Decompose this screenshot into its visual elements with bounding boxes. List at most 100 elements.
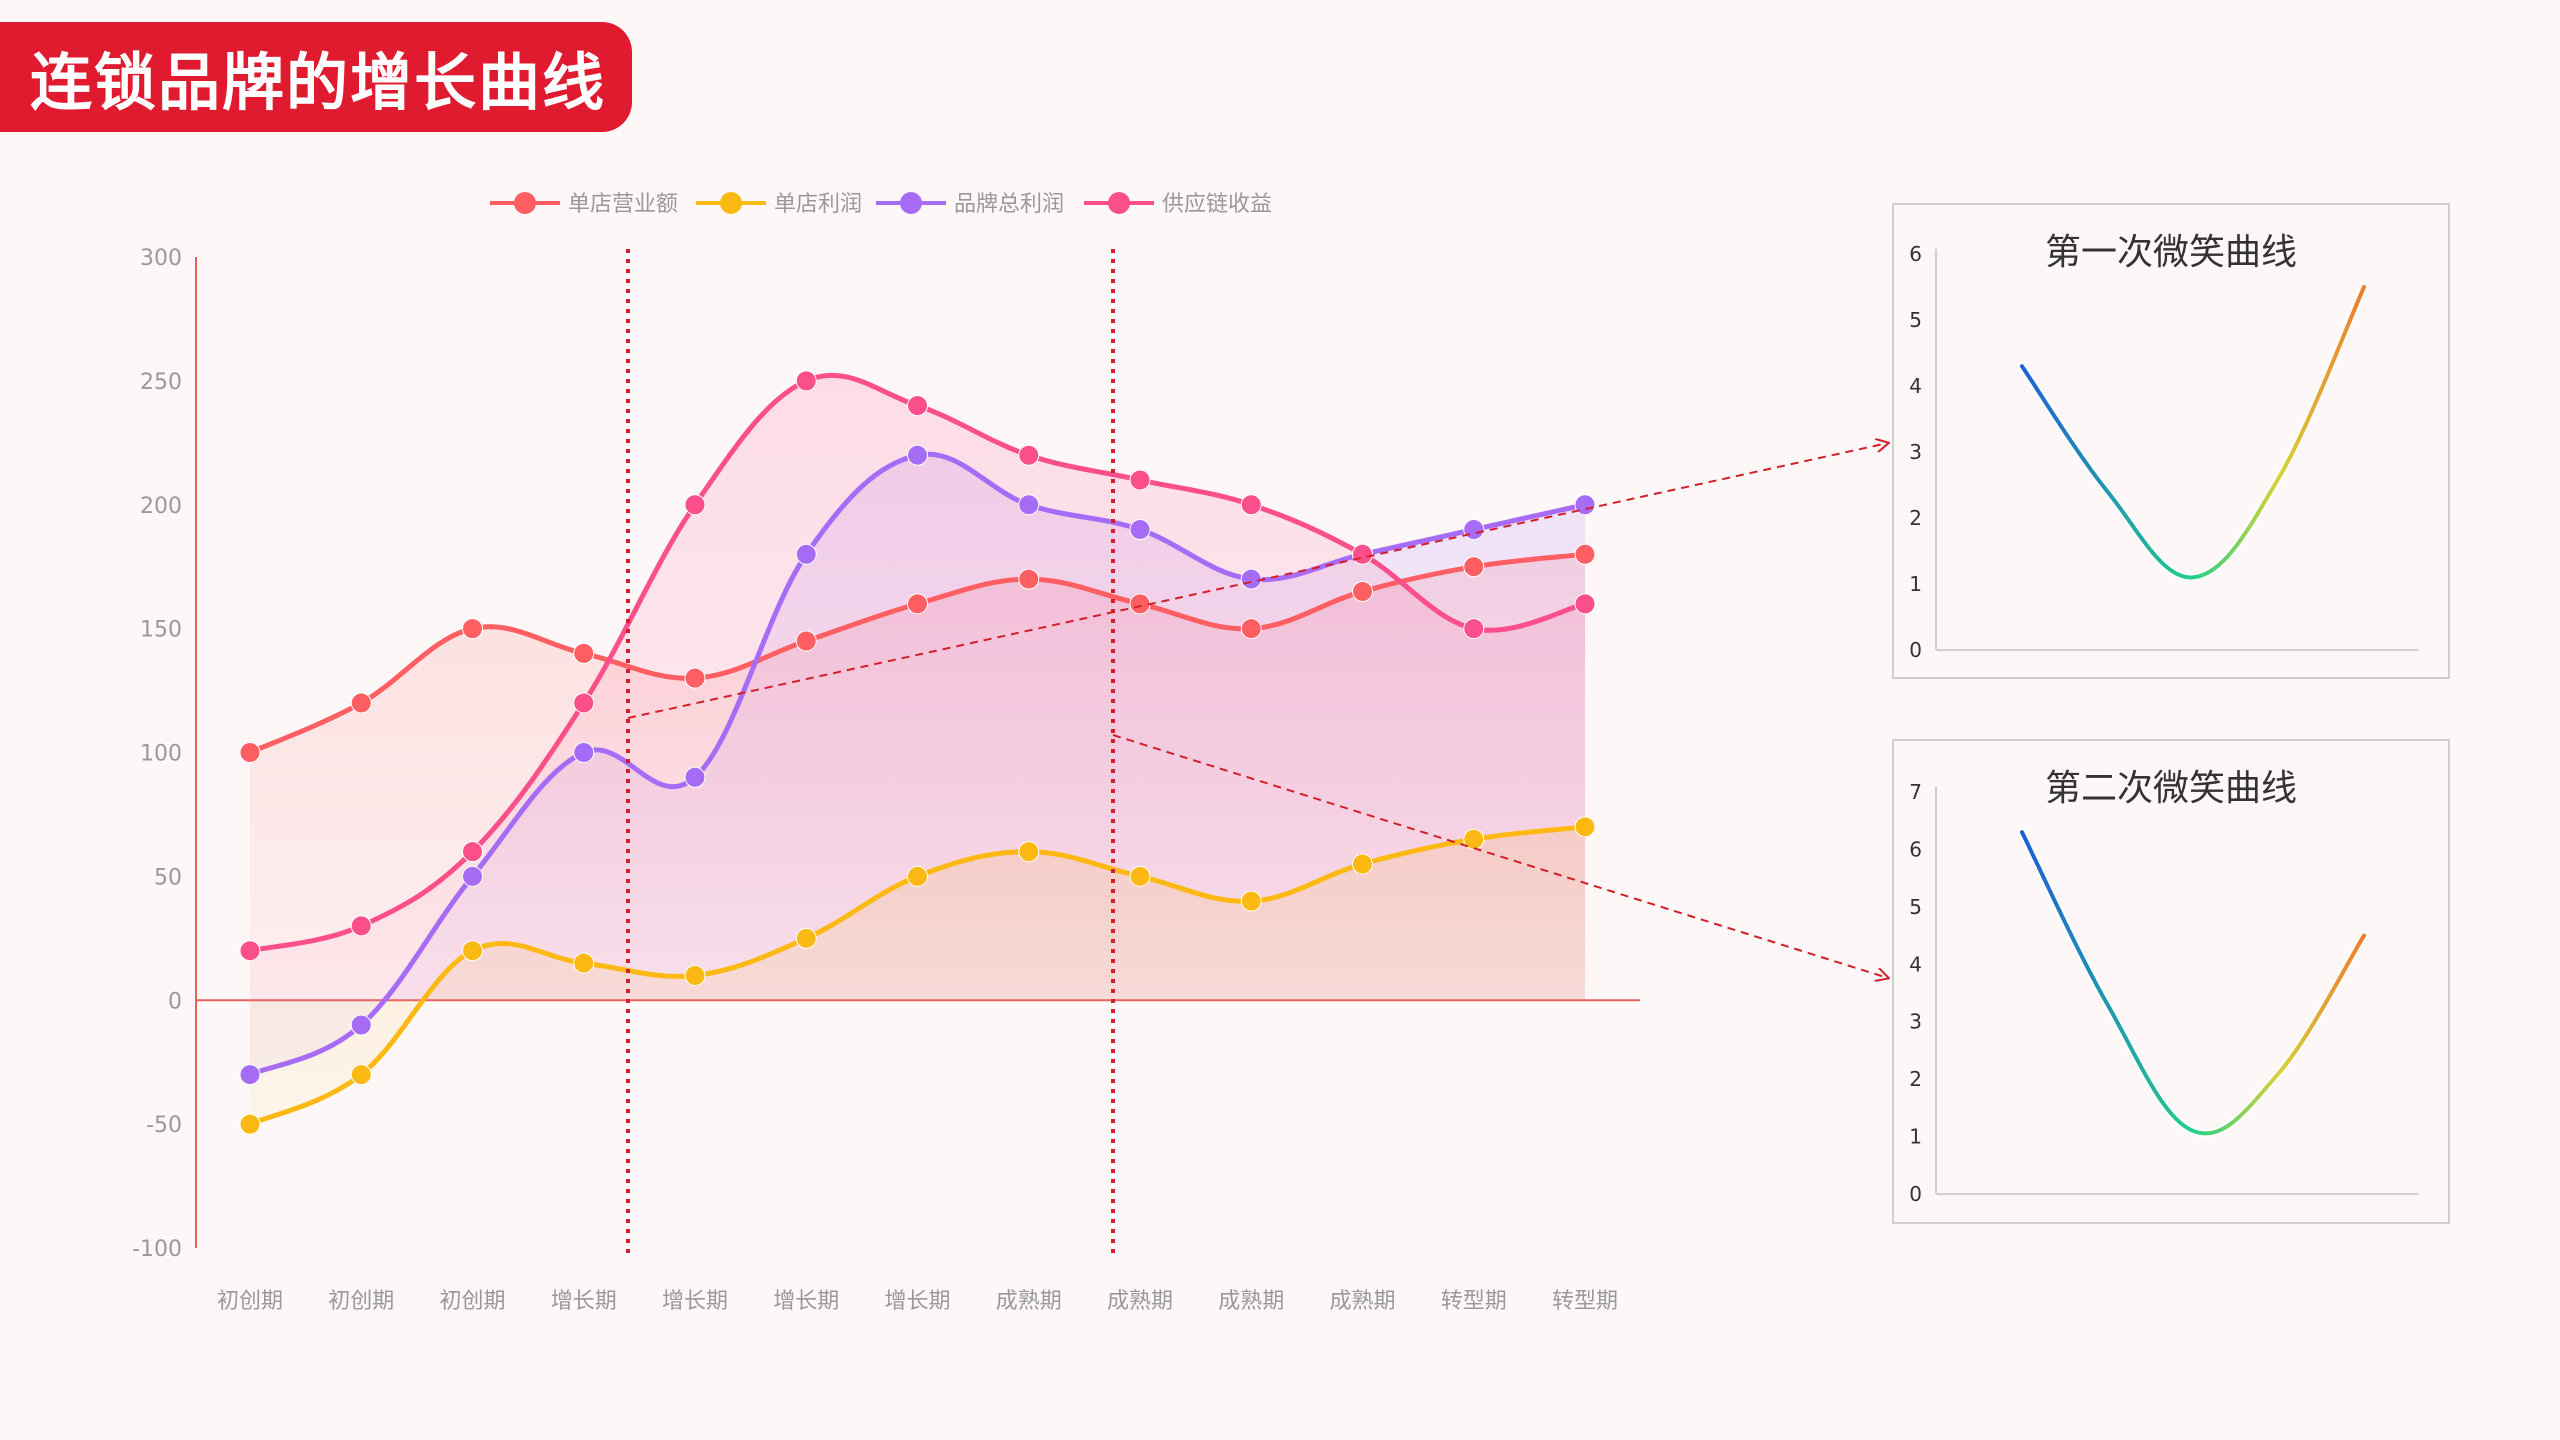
data-point[interactable] bbox=[684, 667, 706, 689]
data-point[interactable] bbox=[1018, 841, 1040, 863]
legend-label: 单店利润 bbox=[774, 192, 862, 217]
smile-y-axis: 6 5 4 3 2 1 0 bbox=[1909, 242, 2419, 662]
x-tick-label: 成熟期 bbox=[1218, 1289, 1284, 1314]
title-banner: 连锁品牌的增长曲线 bbox=[0, 22, 632, 132]
legend-item[interactable]: 单店利润 bbox=[696, 192, 862, 217]
legend-swatch-dot bbox=[1108, 192, 1130, 214]
data-point[interactable] bbox=[1463, 556, 1485, 578]
second-smile-curve-panel: 第二次微笑曲线 7 6 5 4 3 2 1 0 bbox=[1892, 739, 2450, 1224]
data-point[interactable] bbox=[1574, 593, 1596, 615]
data-point[interactable] bbox=[1129, 469, 1151, 491]
smile-y-tick-label: 1 bbox=[1909, 1125, 1922, 1149]
data-point[interactable] bbox=[573, 952, 595, 974]
data-point[interactable] bbox=[350, 915, 372, 937]
legend-label: 供应链收益 bbox=[1162, 192, 1272, 217]
data-point[interactable] bbox=[1240, 568, 1262, 590]
data-point[interactable] bbox=[1574, 494, 1596, 516]
smile-y-axis: 7 6 5 4 3 2 1 0 bbox=[1909, 780, 2419, 1206]
data-point[interactable] bbox=[684, 494, 706, 516]
data-point[interactable] bbox=[573, 692, 595, 714]
data-point[interactable] bbox=[573, 742, 595, 763]
data-point[interactable] bbox=[462, 865, 483, 887]
data-point[interactable] bbox=[1352, 543, 1373, 565]
data-point[interactable] bbox=[1240, 890, 1262, 912]
data-point[interactable] bbox=[1574, 816, 1596, 838]
data-point[interactable] bbox=[1240, 494, 1262, 516]
data-point[interactable] bbox=[462, 940, 483, 962]
y-tick-label: 100 bbox=[140, 742, 182, 767]
data-point[interactable] bbox=[684, 964, 706, 986]
smile-y-tick-label: 4 bbox=[1909, 374, 1922, 398]
data-point[interactable] bbox=[350, 1064, 372, 1086]
x-tick-label: 增长期 bbox=[662, 1289, 728, 1314]
smile-y-tick-label: 2 bbox=[1909, 1067, 1922, 1091]
data-point[interactable] bbox=[239, 940, 261, 962]
data-point[interactable] bbox=[573, 642, 595, 664]
growth-curve-chart: 单店营业额 单店利润 品牌总利润 供应链收益 300 250 200 150 100 50 0 -50… bbox=[132, 192, 1640, 1314]
legend-label: 品牌总利润 bbox=[954, 192, 1064, 217]
data-point[interactable] bbox=[795, 927, 817, 949]
y-tick-label: 150 bbox=[140, 618, 182, 643]
first-smile-curve-panel: 第一次微笑曲线 6 5 4 3 2 1 0 bbox=[1892, 203, 2450, 679]
data-point[interactable] bbox=[1463, 828, 1485, 850]
x-tick-label: 增长期 bbox=[773, 1289, 839, 1314]
x-tick-label: 成熟期 bbox=[1329, 1289, 1395, 1314]
legend-item[interactable]: 供应链收益 bbox=[1084, 192, 1272, 217]
y-tick-label: 250 bbox=[140, 370, 182, 395]
legend-item[interactable]: 单店营业额 bbox=[490, 192, 678, 217]
x-tick-label: 初创期 bbox=[439, 1289, 505, 1314]
data-point[interactable] bbox=[1129, 519, 1151, 541]
data-point[interactable] bbox=[1018, 444, 1040, 466]
data-point[interactable] bbox=[795, 543, 817, 565]
legend-swatch-dot bbox=[900, 192, 922, 214]
smile-y-tick-label: 4 bbox=[1909, 952, 1922, 976]
x-tick-label: 初创期 bbox=[217, 1289, 283, 1314]
x-tick-label: 成熟期 bbox=[996, 1289, 1062, 1314]
y-tick-label: 0 bbox=[168, 989, 182, 1014]
x-tick-label: 转型期 bbox=[1441, 1289, 1507, 1314]
data-point[interactable] bbox=[1352, 853, 1373, 875]
data-point[interactable] bbox=[239, 1064, 261, 1086]
data-point[interactable] bbox=[239, 742, 261, 763]
data-point[interactable] bbox=[907, 444, 928, 466]
x-axis: 初创期 初创期 初创期 增长期 增长期 增长期 增长期 成熟期 成熟期 成熟期 成熟期 转型期 转型期 bbox=[217, 1289, 1618, 1314]
data-point[interactable] bbox=[1463, 618, 1485, 640]
data-point[interactable] bbox=[462, 618, 483, 640]
smile-y-tick-label: 1 bbox=[1909, 572, 1922, 596]
smile-curve-halo bbox=[2018, 283, 2368, 582]
x-tick-label: 初创期 bbox=[328, 1289, 394, 1314]
data-point[interactable] bbox=[1240, 618, 1262, 640]
first-smile-curve-chart: 6 5 4 3 2 1 0 bbox=[1909, 242, 2419, 662]
data-point[interactable] bbox=[1129, 865, 1151, 887]
y-tick-label: 50 bbox=[154, 865, 182, 890]
data-point[interactable] bbox=[907, 593, 928, 615]
data-point[interactable] bbox=[1352, 580, 1373, 602]
data-point[interactable] bbox=[907, 865, 928, 887]
data-point[interactable] bbox=[350, 1014, 372, 1036]
smile-y-tick-label: 2 bbox=[1909, 506, 1922, 530]
data-point[interactable] bbox=[907, 395, 928, 417]
data-point[interactable] bbox=[795, 370, 817, 392]
smile-y-tick-label: 3 bbox=[1909, 440, 1922, 464]
x-tick-label: 增长期 bbox=[551, 1289, 617, 1314]
data-point[interactable] bbox=[1129, 593, 1151, 615]
data-point[interactable] bbox=[1018, 568, 1040, 590]
smile-curve-line bbox=[2020, 285, 2366, 580]
data-point[interactable] bbox=[795, 630, 817, 652]
data-point[interactable] bbox=[239, 1113, 261, 1135]
data-point[interactable] bbox=[1018, 494, 1040, 516]
data-point[interactable] bbox=[684, 766, 706, 788]
y-axis: 300 250 200 150 100 50 0 -50 -100 bbox=[132, 246, 197, 1262]
second-smile-curve-chart: 7 6 5 4 3 2 1 0 bbox=[1909, 780, 2419, 1206]
data-point[interactable] bbox=[1574, 543, 1596, 565]
second-smile-curve-title: 第二次微笑曲线 bbox=[2044, 768, 2297, 809]
y-tick-label: -100 bbox=[132, 1237, 182, 1262]
legend-swatch-dot bbox=[514, 192, 536, 214]
legend-label: 单店营业额 bbox=[568, 192, 678, 217]
legend-item[interactable]: 品牌总利润 bbox=[876, 192, 1064, 217]
data-point[interactable] bbox=[462, 841, 483, 863]
smile-y-tick-label: 0 bbox=[1909, 638, 1922, 662]
data-point[interactable] bbox=[350, 692, 372, 714]
legend-swatch-dot bbox=[720, 192, 742, 214]
data-point[interactable] bbox=[1463, 519, 1485, 541]
